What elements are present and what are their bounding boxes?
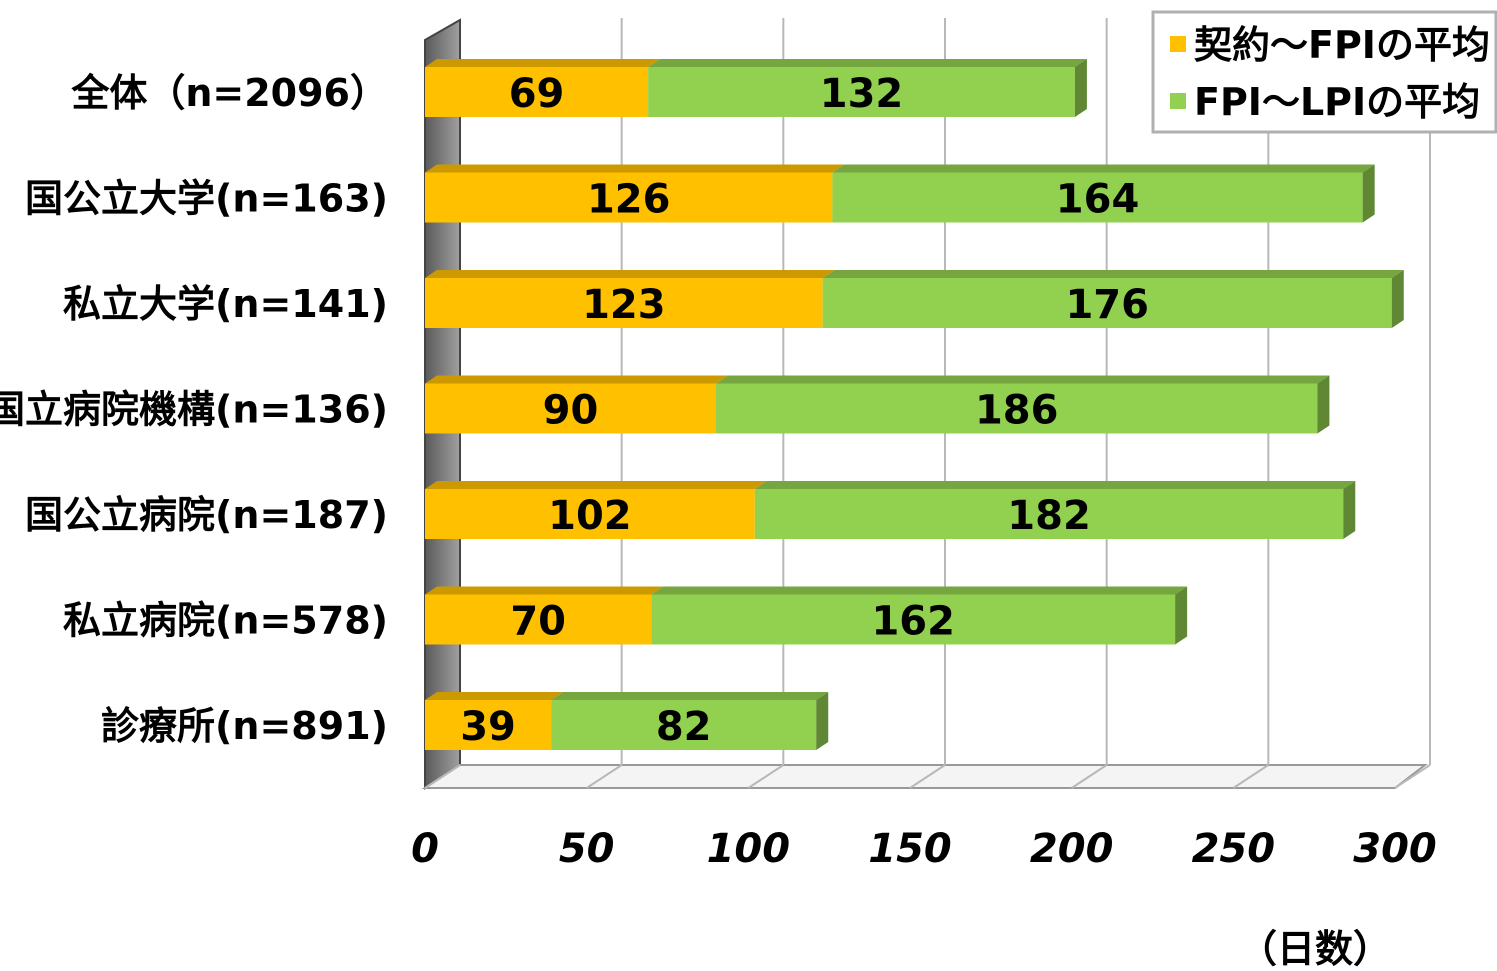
data-label: 132 [820, 71, 904, 117]
category-label-3: 国立病院機構(n=136) [0, 388, 388, 432]
category-label-5: 私立病院(n=578) [63, 599, 388, 643]
bar-top-face [425, 164, 845, 173]
bar-contract-fpi-5: 70 [425, 586, 664, 645]
data-label: 162 [871, 599, 955, 645]
x-tick-label-100: 100 [707, 826, 791, 872]
chart-floor [421, 764, 1428, 789]
category-label-1: 国公立大学(n=163) [25, 177, 388, 221]
category-labels: 全体（n=2096） 国公立大学(n=163) 私立大学(n=141) 国立病院機構(… [0, 71, 388, 748]
x-tick-labels: 0 50 100 150 200 250 300 [411, 826, 1437, 872]
data-label: 102 [548, 493, 632, 539]
bar-fpi-lpi-4: 182 [754, 481, 1356, 539]
bar-front-face [716, 383, 1318, 434]
bar-contract-fpi-3: 90 [425, 375, 728, 434]
data-label: 69 [509, 71, 565, 117]
bar-contract-fpi-4: 102 [425, 481, 767, 539]
bar-fpi-lpi-5: 162 [651, 586, 1188, 645]
bar-side-face [1343, 481, 1356, 539]
bar-side-face [1074, 59, 1087, 117]
bar-front-face [822, 278, 1392, 328]
bar-front-face [648, 67, 1075, 117]
floor-gridline-100 [747, 764, 784, 789]
bar-front-face [425, 594, 652, 645]
bar-top-face [716, 375, 1330, 384]
category-label-0: 全体（n=2096） [70, 71, 388, 115]
data-label: 90 [543, 388, 599, 434]
floor-gridline-200 [1071, 764, 1108, 789]
x-tick-label-250: 250 [1192, 826, 1276, 872]
bar-fpi-lpi-6: 82 [551, 692, 829, 750]
bar-side-face [1317, 375, 1330, 434]
bar-top-face [425, 481, 767, 489]
floor-gridline-50 [586, 764, 623, 789]
bar-front-face [425, 489, 755, 539]
bar-top-face [551, 692, 829, 700]
bar-front-face [832, 172, 1363, 223]
legend: 契約～FPIの平均 FPI～LPIの平均 [1151, 10, 1497, 134]
data-label: 176 [1065, 282, 1149, 328]
data-label: 126 [587, 177, 671, 223]
legend-box [1151, 10, 1497, 134]
bar-top-face [425, 375, 728, 384]
legend-label-contract-fpi: 契約～FPIの平均 [1194, 23, 1490, 67]
bar-fpi-lpi-1: 164 [832, 164, 1375, 223]
x-axis-unit-label: （日数） [1239, 927, 1391, 971]
bar-contract-fpi-6: 39 [425, 692, 564, 750]
bar-front-face [425, 67, 649, 117]
category-label-2: 私立大学(n=141) [63, 282, 388, 326]
x-tick-label-0: 0 [411, 826, 439, 872]
bar-front-face [425, 383, 716, 434]
bar-top-face [832, 164, 1375, 173]
data-label: 70 [510, 599, 566, 645]
bar-top-face [648, 59, 1087, 67]
x-tick-label-200: 200 [1030, 826, 1114, 872]
bar-front-face [754, 489, 1344, 539]
bar-side-face [1362, 164, 1375, 223]
bar-front-face [425, 700, 552, 750]
category-label-4: 国公立病院(n=187) [25, 493, 388, 537]
legend-swatch-fpi-lpi [1170, 93, 1186, 109]
data-label: 186 [975, 388, 1059, 434]
x-tick-label-50: 50 [559, 826, 615, 872]
bar-fpi-lpi-3: 186 [716, 375, 1330, 434]
bar-top-face [754, 481, 1356, 489]
bar-fpi-lpi-0: 132 [648, 59, 1087, 117]
data-label: 182 [1007, 493, 1091, 539]
floor-gridline-250 [1232, 764, 1269, 789]
bar-top-face [425, 59, 661, 67]
bar-front-face [425, 278, 823, 328]
floor-gridline-300 [1394, 764, 1431, 789]
bars: 69 132 126 164 123 176 90 186 102 182 70 162 39 82 [425, 59, 1404, 750]
x-tick-label-150: 150 [868, 826, 952, 872]
bar-front-face [651, 594, 1176, 645]
x-tick-label-300: 300 [1353, 826, 1437, 872]
bar-top-face [822, 270, 1404, 278]
data-label: 123 [582, 282, 666, 328]
floor-gridline-0 [424, 764, 461, 789]
bar-fpi-lpi-2: 176 [822, 270, 1404, 328]
floor-gridline-150 [909, 764, 946, 789]
bar-side-face [1175, 586, 1188, 645]
bar-top-face [425, 586, 664, 595]
bar-front-face [551, 700, 817, 750]
bar-top-face [425, 692, 564, 700]
legend-swatch-contract-fpi [1170, 36, 1186, 52]
data-label: 39 [460, 704, 516, 750]
bar-contract-fpi-0: 69 [425, 59, 661, 117]
bar-contract-fpi-1: 126 [425, 164, 845, 223]
bar-side-face [816, 692, 829, 750]
category-label-6: 診療所(n=891) [101, 704, 388, 748]
data-label: 164 [1056, 177, 1140, 223]
bar-front-face [425, 172, 833, 223]
bar-top-face [651, 586, 1188, 595]
bar-contract-fpi-2: 123 [425, 270, 835, 328]
bar-side-face [1391, 270, 1404, 328]
bar-top-face [425, 270, 835, 278]
legend-label-fpi-lpi: FPI～LPIの平均 [1194, 80, 1480, 124]
data-label: 82 [656, 704, 712, 750]
